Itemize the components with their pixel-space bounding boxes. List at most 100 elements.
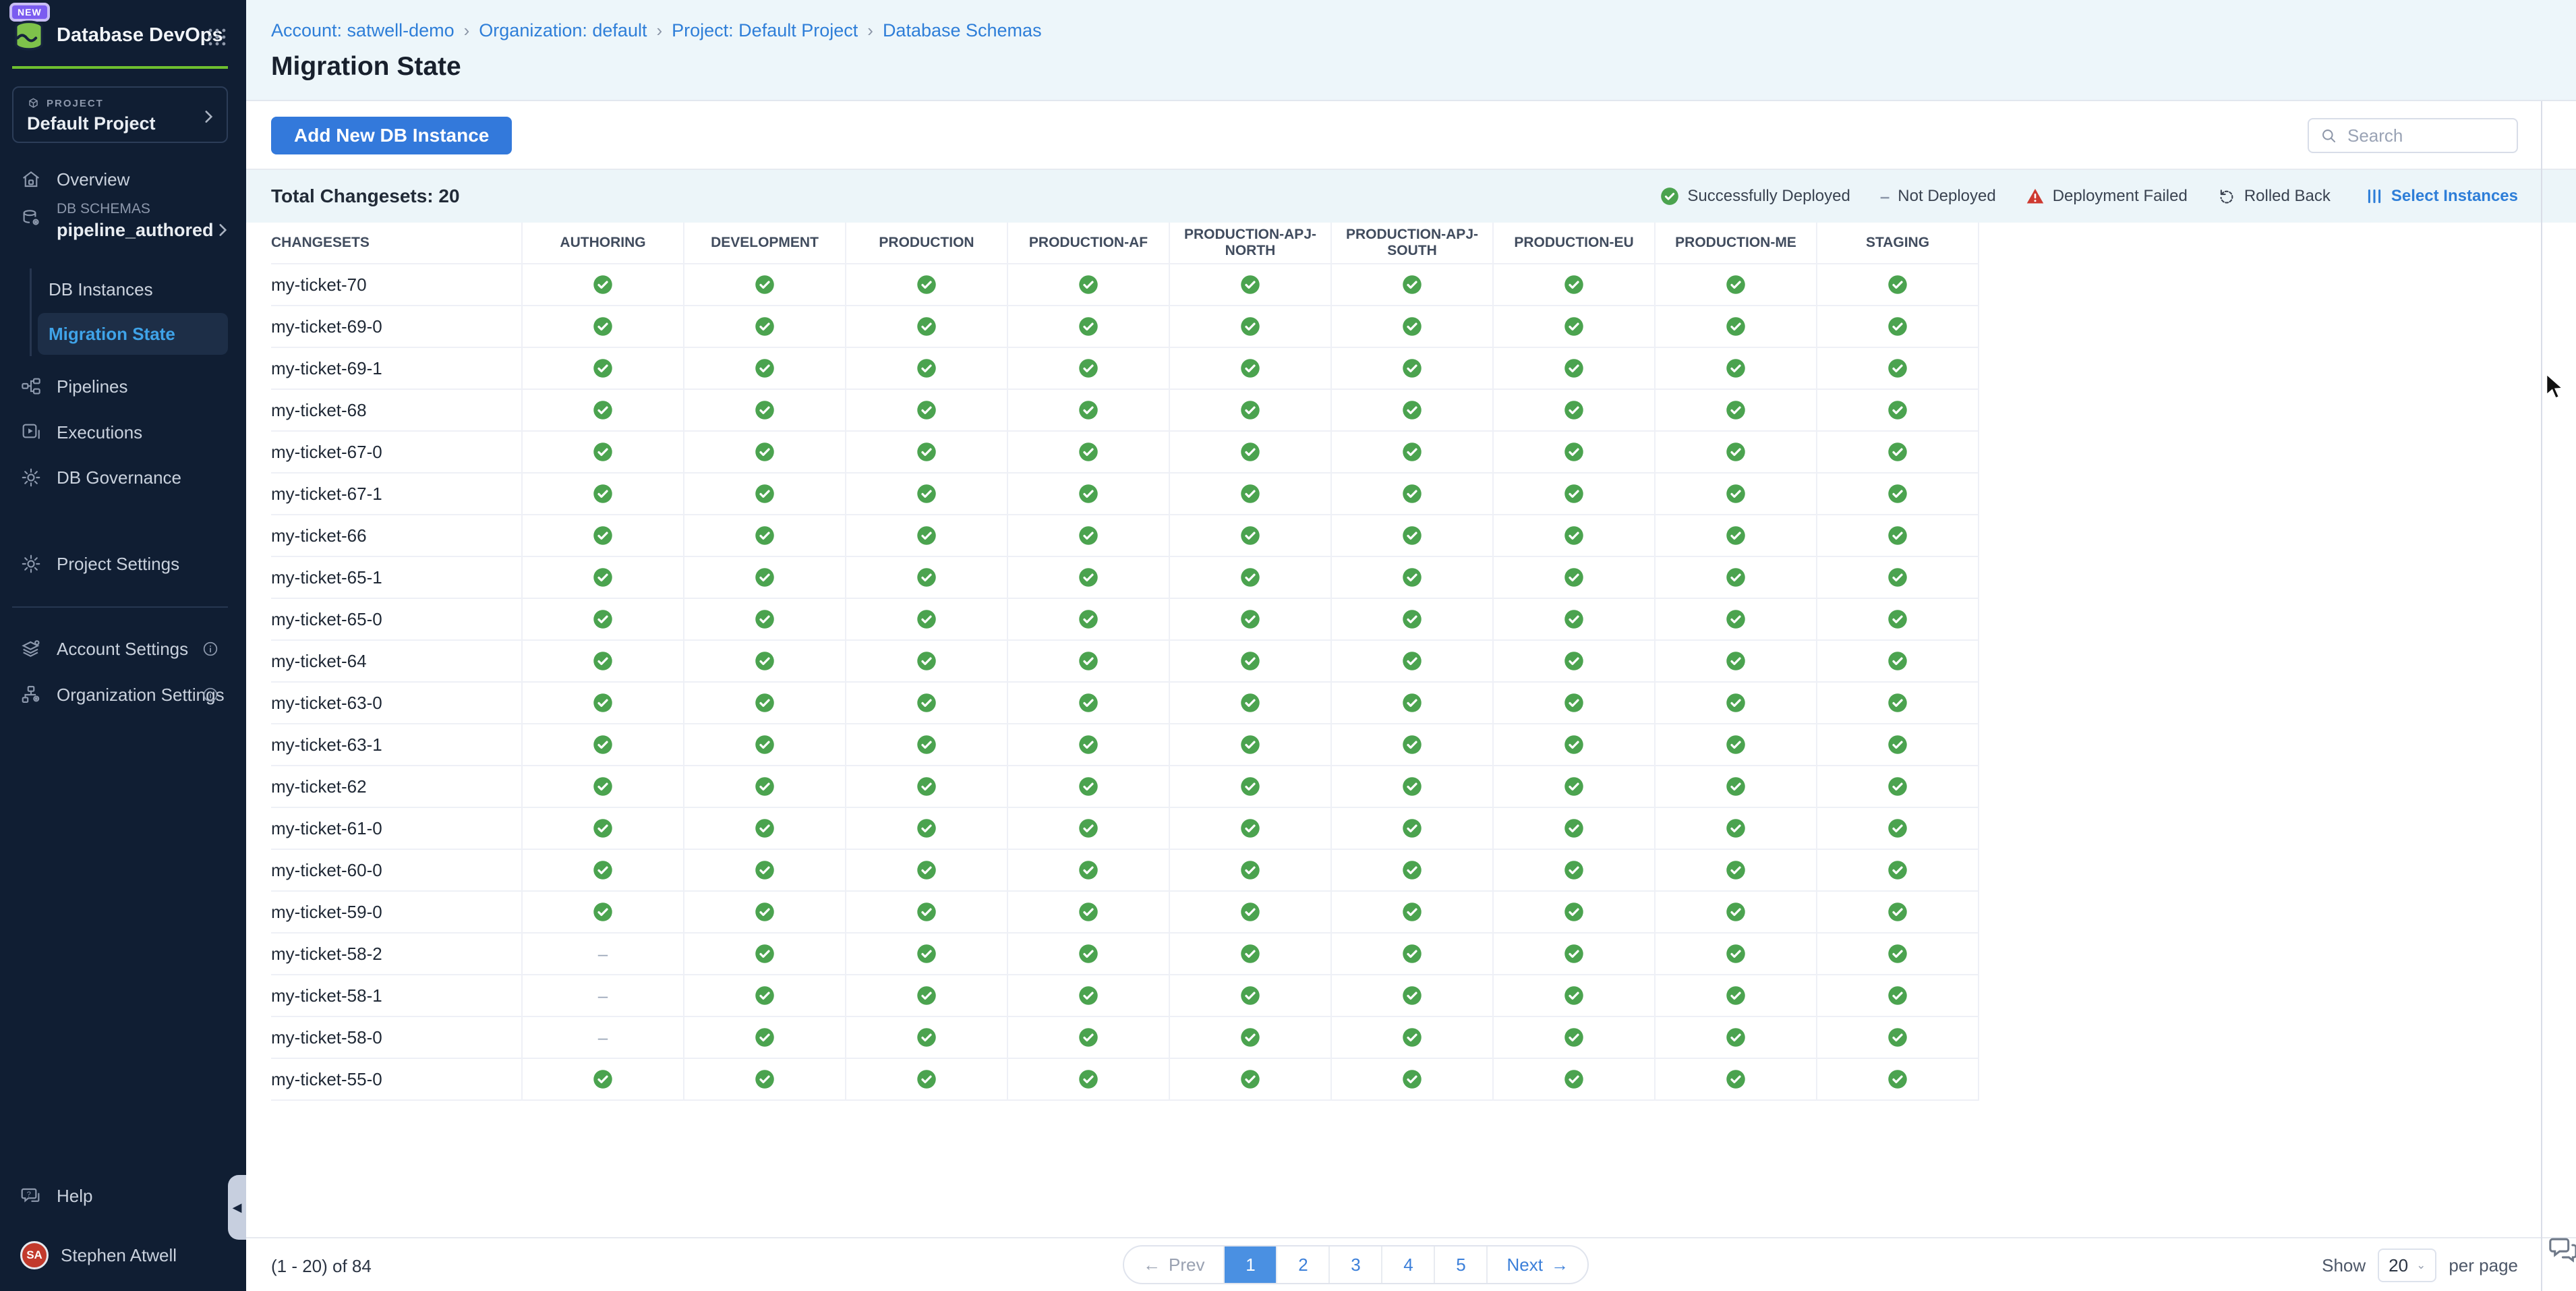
sidebar-item-help[interactable]: ? Help: [0, 1174, 246, 1217]
status-deployed-icon: [523, 850, 684, 890]
status-deployed-icon: [846, 599, 1008, 639]
sidebar-item-label: DB Governance: [57, 467, 181, 488]
sidebar-collapse-handle[interactable]: ◀: [228, 1175, 246, 1240]
apps-grid-icon[interactable]: [206, 26, 229, 49]
page-button-2[interactable]: 2: [1276, 1246, 1328, 1283]
per-page-label: per page: [2449, 1255, 2518, 1276]
db-schemas-label: DB SCHEMAS: [57, 201, 214, 217]
status-deployed-icon: [846, 348, 1008, 389]
page-button-3[interactable]: 3: [1328, 1246, 1381, 1283]
sidebar-item-db-schemas[interactable]: DB SCHEMAS pipeline_authored: [0, 197, 246, 267]
status-deployed-icon: [1332, 432, 1494, 472]
status-deployed-icon: [1494, 306, 1656, 347]
status-deployed-icon: [1494, 683, 1656, 723]
status-deployed-icon: [523, 641, 684, 681]
avatar: SA: [20, 1241, 49, 1269]
table-row: my-ticket-63-0: [271, 683, 1979, 724]
sidebar-item-label: Help: [57, 1186, 92, 1207]
status-deployed-icon: [523, 557, 684, 598]
changeset-name: my-ticket-67-1: [271, 474, 523, 514]
toolbar: Add New DB Instance: [246, 101, 2576, 170]
sidebar-item-db-instances[interactable]: DB Instances: [38, 270, 228, 309]
table-row: my-ticket-63-1: [271, 724, 1979, 766]
table-header-band: Total Changesets: 20 Successfully Deploy…: [246, 170, 2576, 223]
status-deployed-icon: [1494, 557, 1656, 598]
changeset-name: my-ticket-63-1: [271, 724, 523, 765]
help-chat-icon: ?: [20, 1185, 42, 1207]
show-label: Show: [2322, 1255, 2366, 1276]
search-input[interactable]: [2346, 125, 2506, 147]
status-deployed-icon: [1332, 934, 1494, 974]
sidebar-item-migration-state[interactable]: Migration State: [38, 313, 228, 355]
page-size-value: 20: [2389, 1255, 2408, 1276]
legend-item-dash: –Not Deployed: [1880, 186, 1996, 207]
sidebar-item-organization-settings[interactable]: Organization Settings: [0, 673, 246, 716]
breadcrumb-link[interactable]: Organization: default: [479, 20, 647, 41]
changeset-name: my-ticket-59-0: [271, 892, 523, 932]
status-deployed-icon: [1008, 264, 1170, 305]
info-icon[interactable]: [202, 686, 219, 704]
changeset-name: my-ticket-67-0: [271, 432, 523, 472]
sidebar-item-label: DB Instances: [49, 279, 153, 300]
project-selector[interactable]: PROJECT Default Project: [12, 86, 228, 143]
status-deployed-icon: [1817, 766, 1979, 807]
status-deployed-icon: [684, 515, 846, 556]
gear-icon: [20, 553, 42, 575]
status-deployed-icon: [846, 683, 1008, 723]
sidebar-item-project-settings[interactable]: Project Settings: [0, 542, 246, 585]
support-chat-icon[interactable]: [2548, 1233, 2576, 1264]
status-deployed-icon: [1817, 348, 1979, 389]
page-button-4[interactable]: 4: [1381, 1246, 1434, 1283]
status-deployed-icon: [1494, 599, 1656, 639]
sidebar-item-executions[interactable]: Executions: [0, 411, 246, 454]
sidebar-item-account-settings[interactable]: Account Settings: [0, 627, 246, 670]
dash-icon: –: [1880, 186, 1890, 207]
status-deployed-icon: [523, 474, 684, 514]
sidebar-item-pipelines[interactable]: Pipelines: [0, 365, 246, 408]
breadcrumb-link[interactable]: Project: Default Project: [672, 20, 858, 41]
sidebar: NEW Database DevOps PROJECT Default Proj…: [0, 0, 246, 1291]
status-deployed-icon: [1008, 348, 1170, 389]
status-deployed-icon: [1817, 432, 1979, 472]
column-header-production-apj-north: PRODUCTION-APJ-NORTH: [1170, 223, 1332, 263]
breadcrumb-link[interactable]: Account: satwell-demo: [271, 20, 455, 41]
status-deployed-icon: [1332, 390, 1494, 430]
breadcrumb-link[interactable]: Database Schemas: [883, 20, 1042, 41]
user-menu[interactable]: SA Stephen Atwell: [0, 1234, 246, 1277]
table-header-row: CHANGESETSAUTHORINGDEVELOPMENTPRODUCTION…: [271, 223, 1979, 264]
sidebar-item-db-governance[interactable]: DB Governance: [0, 456, 246, 499]
search-box[interactable]: [2308, 118, 2518, 153]
status-deployed-icon: [1332, 892, 1494, 932]
status-deployed-icon: [1332, 724, 1494, 765]
table-row: my-ticket-58-1–: [271, 975, 1979, 1017]
table-row: my-ticket-61-0: [271, 808, 1979, 850]
status-deployed-icon: [684, 892, 846, 932]
status-deployed-icon: [1332, 264, 1494, 305]
select-instances-button[interactable]: Select Instances: [2366, 187, 2518, 206]
status-deployed-icon: [684, 850, 846, 890]
status-deployed-icon: [1008, 1017, 1170, 1058]
scroll-divider[interactable]: [2541, 101, 2542, 1291]
page-button-1[interactable]: 1: [1223, 1246, 1276, 1283]
status-deployed-icon: [1170, 975, 1332, 1016]
sidebar-item-overview[interactable]: Overview: [0, 158, 246, 201]
app-title: Database DevOps: [57, 24, 223, 47]
add-db-instance-button[interactable]: Add New DB Instance: [271, 117, 512, 154]
page-size-select[interactable]: 20 ⌄: [2378, 1249, 2436, 1282]
status-deployed-icon: [1817, 390, 1979, 430]
sidebar-item-label: Migration State: [49, 324, 175, 345]
status-deployed-icon: [1332, 474, 1494, 514]
status-deployed-icon: [1494, 766, 1656, 807]
next-page-button[interactable]: Next →: [1486, 1246, 1587, 1283]
total-changesets: Total Changesets: 20: [271, 185, 460, 207]
status-deployed-icon: [846, 724, 1008, 765]
prev-page-button[interactable]: ← Prev: [1124, 1246, 1223, 1283]
status-deployed-icon: [523, 390, 684, 430]
status-deployed-icon: [846, 474, 1008, 514]
page-button-5[interactable]: 5: [1434, 1246, 1486, 1283]
info-icon[interactable]: [202, 640, 219, 658]
columns-icon: [2366, 188, 2383, 205]
changeset-name: my-ticket-65-0: [271, 599, 523, 639]
status-deployed-icon: [1170, 892, 1332, 932]
status-deployed-icon: [1170, 766, 1332, 807]
